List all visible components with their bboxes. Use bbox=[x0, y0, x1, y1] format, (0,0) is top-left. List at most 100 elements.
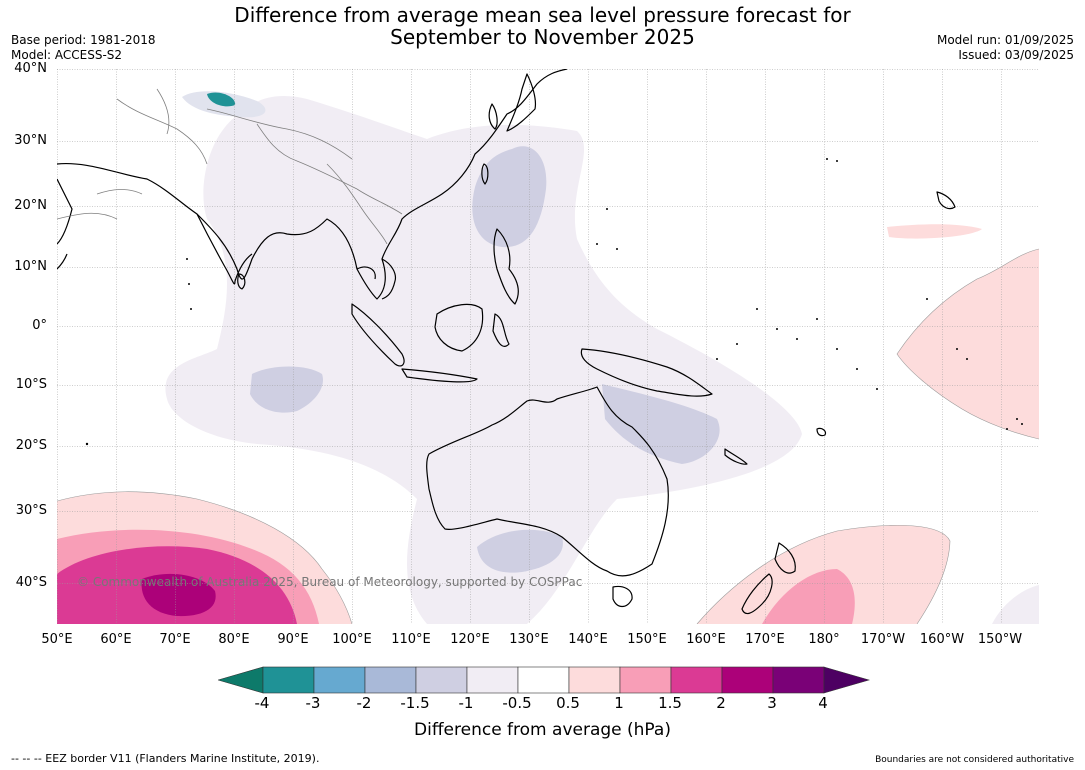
coastline-india bbox=[196, 213, 253, 285]
colorbar-tick: 3 bbox=[767, 694, 777, 712]
anomaly-contours bbox=[57, 248, 1039, 624]
colorbar-swatch bbox=[466, 666, 519, 694]
base-period: Base period: 1981-2018 bbox=[11, 33, 156, 47]
coastline-sri-lanka bbox=[237, 273, 246, 290]
colorbar-tick: -1.5 bbox=[400, 694, 430, 712]
lon-label: 130°E bbox=[509, 632, 549, 647]
colorbar-swatch bbox=[262, 666, 315, 694]
colorbar-swatch bbox=[568, 666, 621, 694]
colorbar-swatch bbox=[619, 666, 672, 694]
map-title: Difference from average mean sea level p… bbox=[0, 4, 1085, 48]
colorbar-tick: 0.5 bbox=[556, 694, 580, 712]
colorbar-extend-low bbox=[218, 666, 264, 694]
lat-label: 20°N bbox=[14, 198, 47, 213]
coastline-sumatra bbox=[351, 303, 405, 367]
anomaly-region-negative-se-pacific bbox=[992, 585, 1039, 624]
copyright-text: © Commonwealth of Australia 2025, Bureau… bbox=[77, 575, 583, 589]
colorbar-tick: -2 bbox=[356, 694, 372, 712]
map-title-line2: September to November 2025 bbox=[390, 25, 695, 49]
meta-right: Model run: 01/09/2025 Issued: 03/09/2025 bbox=[937, 33, 1074, 63]
lat-label: 30°S bbox=[15, 503, 47, 518]
colorbar-tick: -0.5 bbox=[502, 694, 532, 712]
coastline-arabia bbox=[57, 178, 73, 245]
colorbar-swatch bbox=[772, 666, 825, 694]
colorbar-tick: -1 bbox=[458, 694, 474, 712]
colorbar-tick: -4 bbox=[254, 694, 270, 712]
gridlines bbox=[57, 69, 1039, 624]
coastline-asia-mainland bbox=[57, 69, 568, 300]
colorbar-tick: 2 bbox=[716, 694, 726, 712]
colorbar-tick: 1 bbox=[614, 694, 624, 712]
coastline-new-guinea bbox=[580, 348, 713, 397]
colorbar-swatch bbox=[313, 666, 366, 694]
coastline-taiwan bbox=[481, 163, 489, 185]
meta-left: Base period: 1981-2018 Model: ACCESS-S2 bbox=[11, 33, 156, 63]
coastline-borneo bbox=[434, 303, 484, 352]
colorbar-tick: -3 bbox=[305, 694, 321, 712]
lon-label: 180° bbox=[808, 632, 840, 647]
model-name: Model: ACCESS-S2 bbox=[11, 48, 123, 62]
anomaly-region-negative-weak bbox=[165, 96, 803, 624]
coastline-tasmania bbox=[612, 585, 633, 608]
lon-label: 150°E bbox=[627, 632, 667, 647]
colorbar-swatch bbox=[670, 666, 723, 694]
map-title-line1: Difference from average mean sea level p… bbox=[234, 3, 851, 27]
pacific-islands bbox=[85, 158, 1023, 446]
colorbar-swatches bbox=[218, 666, 870, 694]
colorbar-swatch bbox=[415, 666, 468, 694]
lat-label: 40°S bbox=[15, 575, 47, 590]
colorbar-swatch bbox=[517, 666, 570, 694]
lon-label: 140°E bbox=[568, 632, 608, 647]
issued-date: Issued: 03/09/2025 bbox=[958, 48, 1074, 62]
coastline-java bbox=[401, 368, 478, 383]
anomaly-region-negative-moderate-coral-sea bbox=[602, 384, 720, 464]
coastlines bbox=[57, 69, 956, 615]
anomaly-region-positive-nz-mod bbox=[762, 569, 855, 624]
coastline-fiji bbox=[816, 427, 827, 437]
country-borders bbox=[57, 88, 403, 245]
eez-note: -- -- -- EEZ border V11 (Flanders Marine… bbox=[11, 752, 320, 765]
coastline-japan bbox=[506, 73, 537, 132]
colorbar-extend-high bbox=[823, 666, 870, 694]
map-canvas bbox=[57, 69, 1039, 624]
lon-label: 80°E bbox=[218, 632, 250, 647]
anomaly-region-negative-moderate-indian bbox=[250, 366, 323, 413]
colorbar-swatch bbox=[364, 666, 417, 694]
anomaly-region-negative-moderate-north bbox=[472, 146, 547, 248]
model-run: Model run: 01/09/2025 bbox=[936, 33, 1074, 47]
coastline-new-zealand-north bbox=[774, 542, 796, 574]
lat-label: 20°S bbox=[15, 438, 47, 453]
anomaly-fills bbox=[57, 91, 1039, 624]
map-panel[interactable]: © Commonwealth of Australia 2025, Bureau… bbox=[57, 69, 1039, 624]
colorbar-tick: 4 bbox=[818, 694, 828, 712]
lat-label: 10°S bbox=[15, 377, 47, 392]
coastline-australia bbox=[426, 386, 669, 577]
lon-label: 110°E bbox=[391, 632, 431, 647]
anomaly-region-negative-moderate-south bbox=[477, 529, 563, 573]
colorbar-label: Difference from average (hPa) bbox=[414, 720, 671, 740]
lon-label: 90°E bbox=[277, 632, 309, 647]
coastline-indochina bbox=[356, 258, 397, 300]
coastline-somalia bbox=[57, 253, 68, 270]
disclaimer: Boundaries are not considered authoritat… bbox=[875, 755, 1074, 765]
lat-label: 40°N bbox=[14, 61, 47, 76]
coastline-sulawesi bbox=[492, 313, 510, 347]
coastline-new-caledonia bbox=[724, 448, 748, 465]
lon-label: 170°E bbox=[745, 632, 785, 647]
coastline-philippines bbox=[493, 228, 519, 305]
lon-label: 100°E bbox=[332, 632, 372, 647]
colorbar bbox=[218, 666, 870, 694]
lon-label: 170°W bbox=[860, 632, 906, 647]
colorbar-swatch bbox=[721, 666, 774, 694]
lat-label: 0° bbox=[32, 318, 47, 333]
lon-label: 70°E bbox=[159, 632, 191, 647]
lat-label: 10°N bbox=[14, 259, 47, 274]
anomaly-tibet-strong bbox=[207, 92, 236, 107]
lon-label: 60°E bbox=[100, 632, 132, 647]
lon-label: 150°W bbox=[977, 632, 1023, 647]
anomaly-region-positive-pacific-east bbox=[897, 249, 1039, 439]
lon-label: 160°W bbox=[919, 632, 965, 647]
lon-label: 160°E bbox=[686, 632, 726, 647]
coastline-new-zealand-south bbox=[741, 573, 773, 615]
lon-label: 50°E bbox=[41, 632, 73, 647]
